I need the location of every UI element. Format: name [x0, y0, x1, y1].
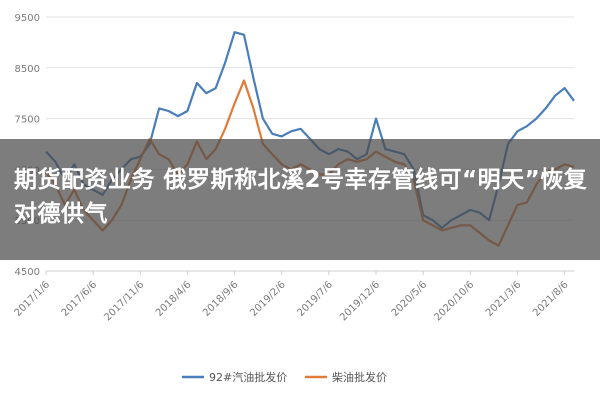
x-tick-label: 2021/3/6 — [484, 279, 524, 319]
headline-text: 期货配资业务 俄罗斯称北溪2号幸存管线可“明天”恢复对德供气 — [14, 167, 588, 227]
x-tick-label: 2018/9/6 — [201, 279, 241, 319]
x-tick-label: 2020/10/6 — [432, 279, 476, 323]
x-tick-label: 2019/12/6 — [338, 279, 382, 323]
x-axis-ticks: 2017/1/6 2017/6/6 2017/11/6 2018/4/6 2018/9/… — [13, 271, 571, 323]
legend: 92#汽油批发价 柴油批发价 — [182, 370, 387, 384]
x-tick-label: 2021/8/6 — [531, 279, 571, 319]
legend-label: 柴油批发价 — [332, 370, 387, 384]
y-tick-label: 7500 — [15, 115, 40, 126]
y-tick-label: 4500 — [15, 267, 40, 278]
y-tick-label: 8500 — [15, 64, 40, 75]
x-tick-label: 2018/4/6 — [154, 279, 194, 319]
x-tick-label: 2017/11/6 — [102, 279, 146, 323]
y-tick-label: 9500 — [15, 13, 40, 24]
x-tick-label: 2017/6/6 — [60, 279, 100, 319]
x-tick-label: 2019/2/6 — [248, 279, 288, 319]
x-tick-label: 2019/7/6 — [295, 279, 335, 319]
headline-banner: 期货配资业务 俄罗斯称北溪2号幸存管线可“明天”恢复对德供气 — [0, 139, 600, 260]
x-tick-label: 2020/5/6 — [390, 279, 430, 319]
legend-label: 92#汽油批发价 — [209, 370, 287, 384]
x-tick-label: 2017/1/6 — [13, 279, 53, 319]
